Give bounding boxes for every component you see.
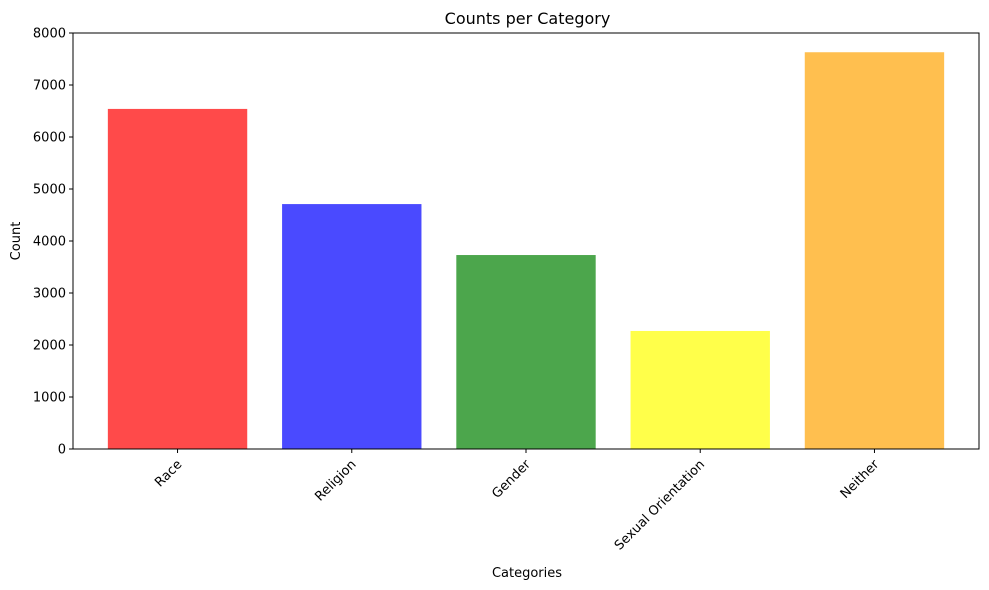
y-tick-label: 0 — [58, 443, 66, 458]
plot-frame — [72, 32, 980, 450]
y-tick-label: 2000 — [33, 339, 66, 354]
bar-gender — [456, 255, 596, 449]
chart-title: Counts per Category — [445, 9, 611, 28]
x-tick-label: Gender — [489, 457, 534, 502]
y-axis-title: Count — [9, 222, 24, 261]
bar-religion — [282, 204, 422, 449]
bars-group — [107, 52, 945, 450]
y-axis-ticks: 0 1000 2000 3000 4000 5000 6000 7000 8000 — [33, 27, 73, 458]
x-tick-label: Neither — [838, 457, 883, 502]
x-axis-ticks: Race Religion Gender Sexual Orientation Neit… — [152, 449, 883, 553]
y-tick-label: 7000 — [33, 79, 66, 94]
y-tick-label: 4000 — [33, 235, 66, 250]
y-tick-label: 1000 — [33, 391, 66, 406]
y-tick-label: 8000 — [33, 27, 66, 42]
bar-sexual-orientation — [630, 330, 770, 449]
x-tick-label: Race — [152, 457, 185, 490]
bar-neither — [804, 52, 945, 450]
y-tick-label: 5000 — [33, 183, 66, 198]
x-axis-title: Categories — [492, 566, 562, 581]
y-tick-label: 6000 — [33, 131, 66, 146]
x-tick-label: Sexual Orientation — [612, 457, 708, 553]
x-tick-label: Religion — [312, 457, 359, 504]
bar-race — [107, 108, 248, 450]
y-tick-label: 3000 — [33, 287, 66, 302]
